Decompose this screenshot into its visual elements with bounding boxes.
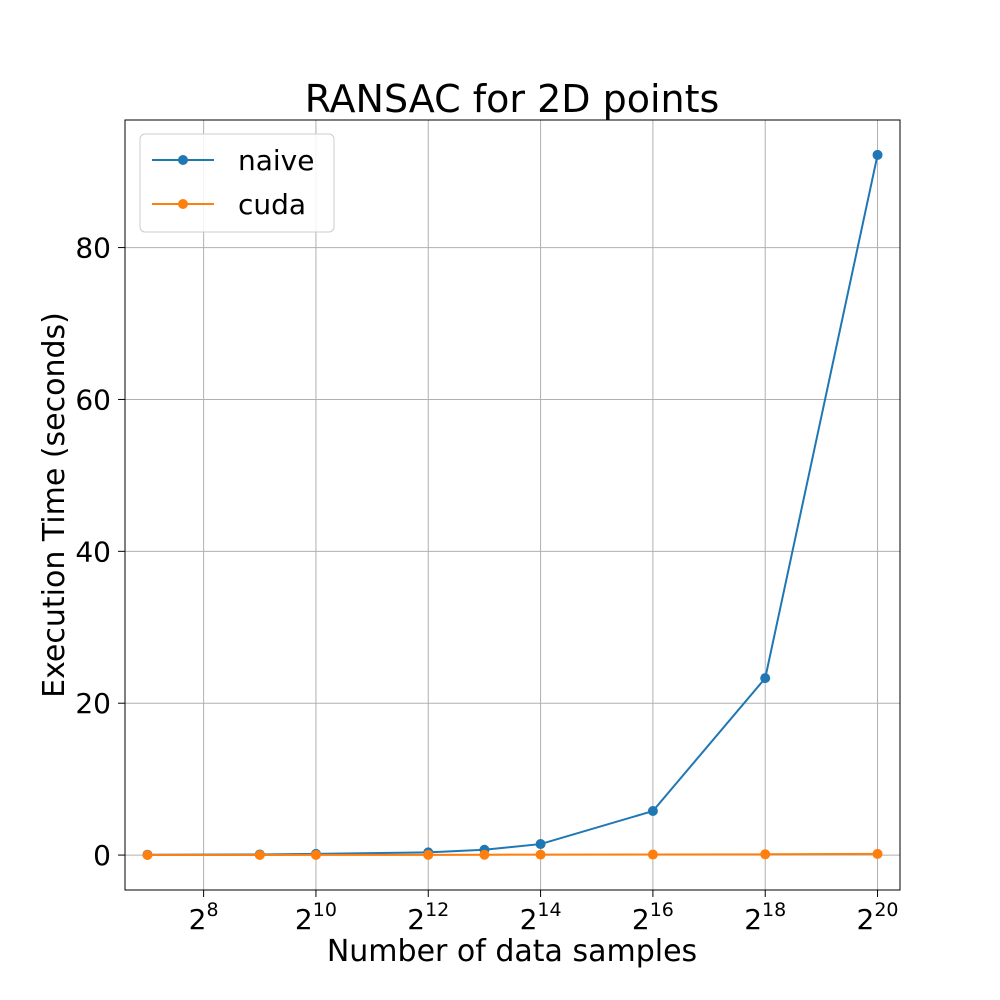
data-point-cuda xyxy=(310,849,321,860)
data-point-cuda xyxy=(647,849,658,860)
data-point-cuda xyxy=(872,848,883,859)
legend-label-naive: naive xyxy=(238,144,314,177)
x-tick-label: 212 xyxy=(407,899,449,936)
data-point-cuda xyxy=(535,849,546,860)
data-point-naive xyxy=(760,673,771,684)
legend-box xyxy=(139,133,335,233)
data-point-cuda xyxy=(760,849,771,860)
chart-title: RANSAC for 2D points xyxy=(305,77,720,121)
x-tick-label: 220 xyxy=(857,899,899,936)
data-point-cuda xyxy=(423,849,434,860)
y-tick-label: 0 xyxy=(93,839,111,872)
x-tick-label: 28 xyxy=(189,899,219,936)
y-tick-label: 20 xyxy=(75,687,111,720)
y-tick-label: 80 xyxy=(75,232,111,265)
x-axis-label: Number of data samples xyxy=(327,934,697,969)
series-layer xyxy=(142,149,883,860)
y-tick-label: 60 xyxy=(75,383,111,416)
y-axis-ticks: 0 20 40 60 80 xyxy=(75,232,125,872)
data-point-cuda xyxy=(142,849,153,860)
y-tick-label: 40 xyxy=(75,535,111,568)
x-tick-label: 214 xyxy=(520,899,562,936)
x-tick-label: 218 xyxy=(744,899,786,936)
x-axis-ticks: 28 210 212 214 216 218 220 xyxy=(189,890,899,936)
legend: naive cuda xyxy=(139,133,335,233)
data-point-naive xyxy=(535,839,546,850)
data-point-cuda xyxy=(479,849,490,860)
data-point-naive xyxy=(872,149,883,160)
x-tick-label: 210 xyxy=(295,899,337,936)
data-point-cuda xyxy=(254,849,265,860)
legend-marker-cuda xyxy=(178,199,188,209)
legend-label-cuda: cuda xyxy=(238,188,306,221)
plot-frame xyxy=(124,119,901,891)
y-axis-label: Execution Time (seconds) xyxy=(37,312,72,698)
series-cuda xyxy=(142,848,883,860)
x-tick-label: 216 xyxy=(632,899,674,936)
legend-marker-naive xyxy=(178,155,188,165)
data-point-naive xyxy=(647,806,658,817)
